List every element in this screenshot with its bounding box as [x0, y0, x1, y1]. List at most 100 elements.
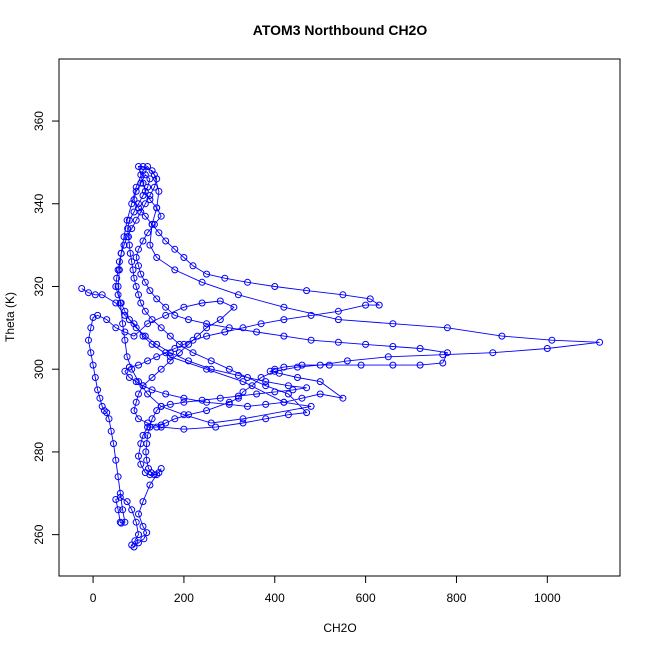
- data-point: [91, 291, 99, 299]
- data-point: [262, 400, 270, 408]
- data-point: [130, 320, 138, 328]
- data-point: [239, 419, 247, 427]
- data-point: [280, 316, 288, 324]
- x-tick-label: 0: [90, 591, 97, 605]
- data-point: [137, 299, 145, 307]
- data-point: [366, 295, 374, 303]
- data-point: [171, 311, 179, 319]
- data-point: [294, 363, 301, 371]
- data-point: [303, 384, 311, 392]
- data-point: [148, 316, 156, 324]
- x-axis-label: CH2O: [323, 621, 356, 635]
- data-point: [443, 324, 451, 332]
- x-tick-label: 400: [265, 591, 285, 605]
- data-point: [141, 187, 149, 195]
- data-point: [153, 175, 161, 183]
- data-point: [203, 332, 211, 340]
- data-point: [113, 274, 121, 282]
- data-point: [185, 340, 192, 348]
- data-point: [121, 518, 129, 526]
- data-point: [221, 274, 229, 282]
- data-point: [189, 349, 197, 357]
- data-point: [362, 301, 370, 309]
- data-point: [123, 233, 131, 241]
- data-point: [257, 374, 265, 381]
- data-point: [162, 237, 170, 245]
- data-point: [157, 324, 165, 332]
- data-point: [132, 187, 140, 195]
- data-point: [153, 340, 161, 348]
- data-point: [203, 270, 211, 278]
- data-point: [155, 469, 163, 477]
- data-point: [121, 367, 129, 375]
- data-point: [180, 425, 188, 433]
- data-point: [203, 365, 211, 373]
- data-point: [180, 411, 188, 419]
- data-point: [162, 349, 170, 357]
- data-point: [89, 361, 97, 369]
- data-point: [284, 390, 292, 398]
- data-point: [107, 427, 115, 435]
- data-point: [150, 220, 158, 228]
- data-point: [130, 407, 138, 415]
- data-point: [144, 183, 152, 191]
- y-axis-label: Theta (K): [3, 292, 17, 342]
- data-point: [121, 336, 129, 344]
- data-point: [132, 324, 140, 332]
- data-point: [166, 353, 174, 361]
- data-point: [132, 216, 140, 224]
- data-point: [146, 241, 154, 249]
- data-point: [212, 423, 220, 431]
- data-point: [119, 320, 127, 328]
- data-point: [548, 336, 556, 344]
- data-point: [271, 388, 279, 396]
- data-point: [596, 338, 604, 346]
- data-point: [307, 311, 315, 319]
- data-point: [271, 283, 279, 290]
- data-point: [135, 204, 142, 212]
- data-point: [123, 498, 131, 506]
- data-point: [307, 402, 315, 410]
- data-point: [498, 332, 506, 340]
- data-point: [114, 283, 122, 290]
- data-point: [239, 388, 247, 396]
- data-point: [153, 254, 161, 261]
- data-point: [203, 398, 211, 406]
- data-point: [146, 423, 154, 431]
- data-point: [185, 357, 192, 365]
- data-point: [137, 208, 145, 216]
- data-point: [253, 390, 261, 398]
- data-point: [153, 295, 161, 303]
- data-point: [153, 353, 161, 361]
- data-point: [157, 421, 165, 429]
- data-point: [135, 361, 142, 369]
- data-point: [112, 324, 120, 332]
- data-point: [171, 266, 179, 274]
- data-point: [139, 431, 147, 439]
- data-point: [146, 196, 154, 204]
- data-point: [203, 320, 211, 328]
- data-point: [125, 316, 133, 324]
- data-point: [114, 291, 122, 299]
- data-point: [239, 378, 247, 386]
- data-point: [244, 402, 251, 410]
- data-point: [100, 407, 108, 415]
- data-point: [198, 278, 206, 286]
- data-point: [103, 409, 111, 417]
- data-point: [253, 328, 261, 336]
- x-tick-label: 1000: [534, 591, 561, 605]
- data-point: [128, 258, 136, 266]
- data-point: [280, 363, 288, 371]
- data-point: [234, 392, 242, 400]
- data-point: [144, 390, 152, 398]
- data-point: [144, 320, 152, 328]
- data-point: [126, 249, 134, 257]
- y-tick-label: 300: [32, 359, 46, 379]
- y-tick-label: 340: [32, 193, 46, 213]
- data-point: [143, 456, 151, 464]
- data-point: [141, 171, 149, 179]
- data-point: [144, 423, 152, 431]
- data-point: [389, 320, 397, 328]
- data-point: [139, 237, 147, 245]
- data-point: [135, 163, 142, 170]
